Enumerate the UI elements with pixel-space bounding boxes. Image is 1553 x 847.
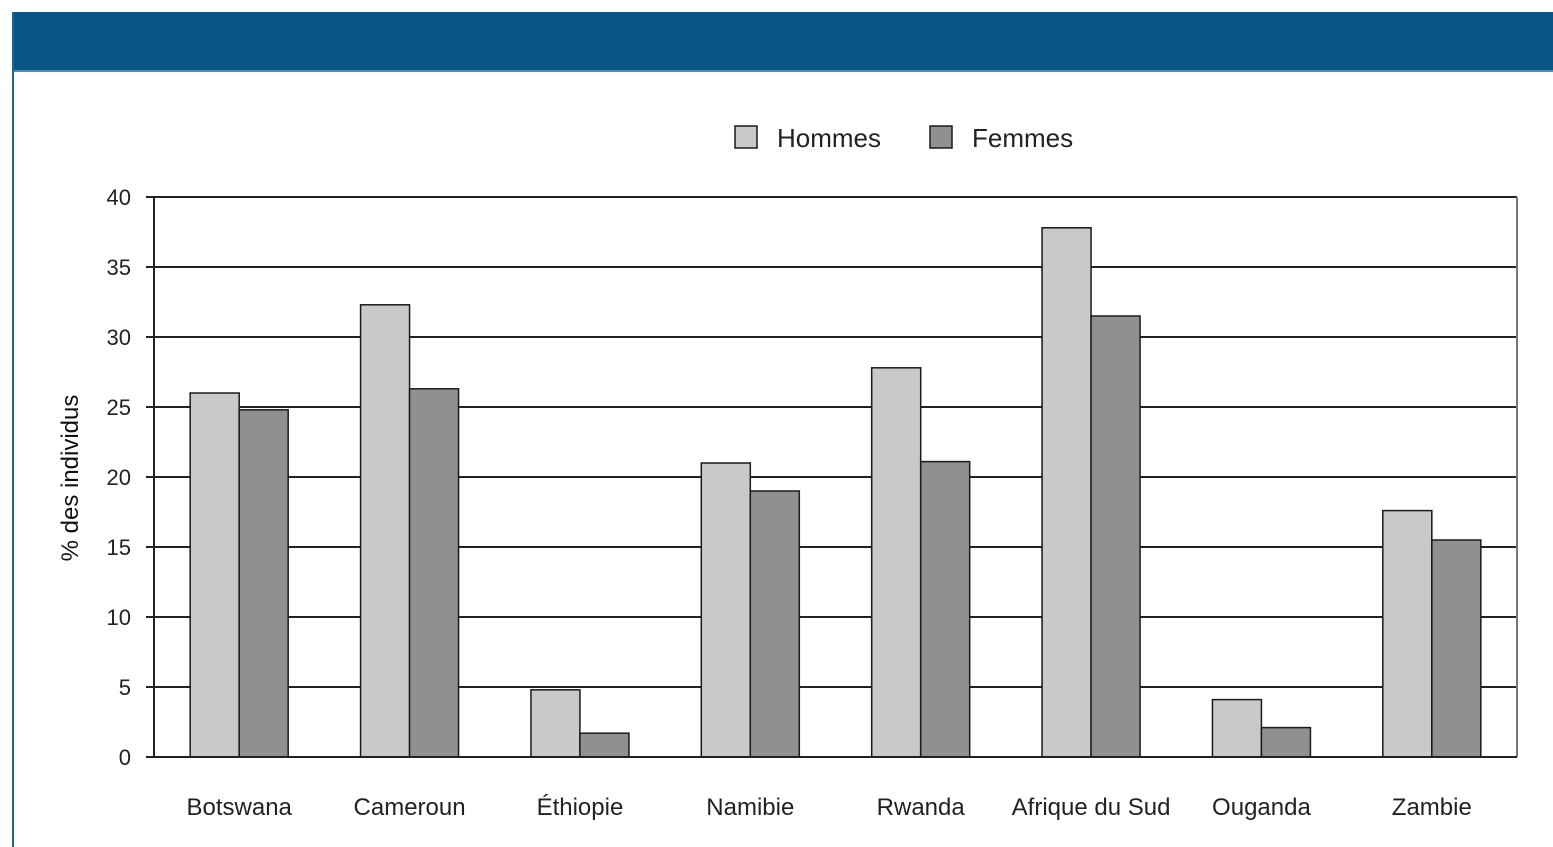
bar-femmes-3 (749, 490, 801, 758)
bar-hommes-2 (530, 689, 581, 758)
y-tick-label: 40 (107, 185, 131, 210)
category-label: Rwanda (877, 794, 966, 821)
category-label: Ouganda (1212, 794, 1311, 821)
legend-swatch-hommes (734, 125, 758, 149)
bar-femmes-1 (408, 388, 460, 758)
category-label: Cameroun (354, 794, 466, 821)
category-labels: Botswana Cameroun Éthiopie Namibie Rwanda Afr… (186, 794, 1471, 821)
bar-hommes-4 (870, 367, 922, 758)
bar-hommes-0 (189, 392, 240, 758)
category-label: Botswana (186, 794, 292, 821)
y-axis-label: % des individus (57, 395, 84, 562)
bar-femmes-7 (1431, 539, 1482, 758)
bar-femmes-2 (579, 732, 630, 758)
bar-hommes-6 (1211, 698, 1263, 758)
bar-femmes-4 (919, 460, 971, 758)
y-tick-label: 35 (107, 255, 131, 280)
y-tick-label: 10 (107, 605, 131, 630)
legend-label-femmes: Femmes (972, 123, 1073, 153)
bar-hommes-7 (1382, 509, 1433, 758)
bar-femmes-0 (238, 409, 289, 758)
bar-hommes-5 (1041, 227, 1092, 758)
y-tick-label: 20 (107, 465, 131, 490)
y-tick-label: 15 (107, 535, 131, 560)
category-label: Éthiopie (537, 794, 624, 821)
bar-hommes-3 (700, 462, 752, 758)
grid-lines (154, 196, 1517, 688)
category-label: Zambie (1392, 794, 1472, 821)
y-tick-labels: 0 5 10 15 20 25 30 35 40 (107, 185, 154, 770)
legend-swatch-femmes (929, 125, 953, 149)
legend-label-hommes: Hommes (777, 123, 881, 153)
bar-hommes-1 (359, 304, 411, 758)
category-label: Namibie (706, 794, 794, 821)
category-label: Afrique du Sud (1012, 794, 1171, 821)
y-tick-label: 25 (107, 395, 131, 420)
legend: Hommes Femmes (734, 123, 1073, 153)
y-tick-label: 5 (119, 675, 131, 700)
bars (189, 227, 1482, 758)
bar-femmes-5 (1090, 315, 1141, 758)
y-tick-label: 0 (119, 745, 131, 770)
y-tick-label: 30 (107, 325, 131, 350)
bar-femmes-6 (1260, 726, 1312, 758)
header-bar (14, 12, 1553, 72)
